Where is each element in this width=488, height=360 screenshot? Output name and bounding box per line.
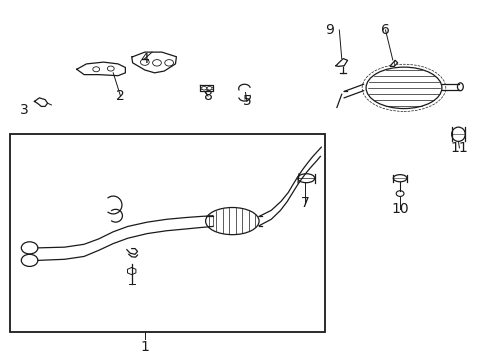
Ellipse shape [366, 67, 441, 109]
Polygon shape [200, 85, 212, 91]
Circle shape [395, 191, 403, 197]
Polygon shape [77, 62, 125, 76]
Polygon shape [335, 59, 347, 66]
Text: 2: 2 [116, 89, 124, 103]
Text: 4: 4 [140, 51, 149, 66]
Text: 8: 8 [203, 89, 212, 103]
Polygon shape [34, 98, 47, 107]
Circle shape [201, 86, 206, 90]
Text: 3: 3 [20, 103, 29, 117]
Polygon shape [389, 60, 397, 66]
Bar [10, 134, 324, 332]
Ellipse shape [392, 175, 406, 182]
Ellipse shape [451, 127, 464, 141]
Text: 1: 1 [140, 340, 149, 354]
Ellipse shape [457, 83, 462, 91]
Ellipse shape [297, 174, 314, 183]
Polygon shape [131, 52, 176, 73]
Text: 10: 10 [390, 202, 408, 216]
Text: 5: 5 [242, 94, 251, 108]
Text: 6: 6 [380, 23, 389, 37]
Circle shape [206, 86, 211, 90]
Text: 11: 11 [449, 141, 468, 155]
Text: 7: 7 [300, 196, 308, 210]
Text: 9: 9 [325, 23, 333, 37]
